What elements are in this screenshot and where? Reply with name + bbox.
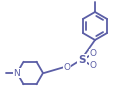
Text: O: O xyxy=(64,63,70,72)
Text: O: O xyxy=(89,61,97,70)
Text: S: S xyxy=(78,55,86,65)
Text: O: O xyxy=(89,50,97,59)
Text: N: N xyxy=(14,68,20,77)
